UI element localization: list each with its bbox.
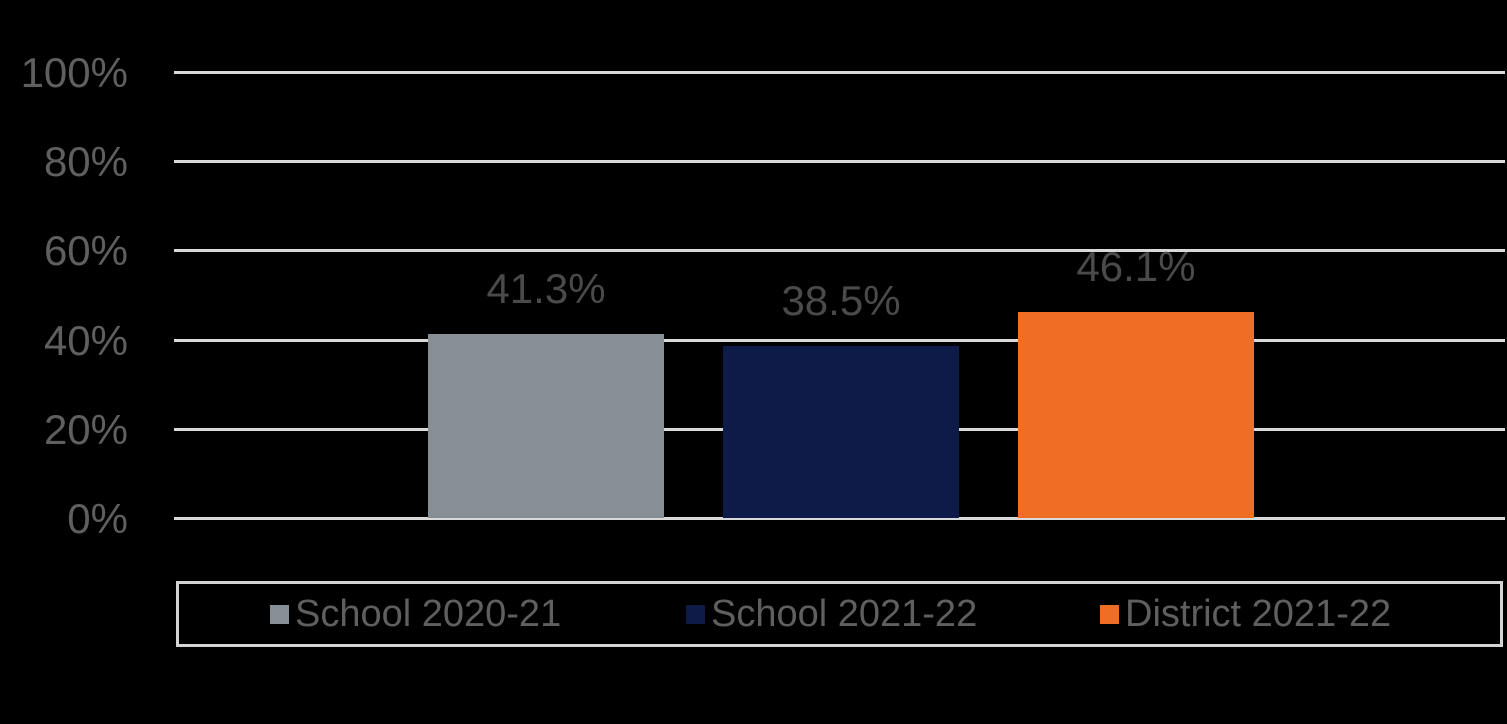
bar-school-2020-21	[428, 334, 664, 518]
legend-swatch-navy	[686, 604, 705, 624]
gridline-0	[174, 517, 1505, 520]
gridline-100	[174, 71, 1505, 74]
legend-item-district-2021-22: District 2021-22	[1100, 584, 1391, 644]
bar-school-2021-22	[723, 346, 959, 518]
legend-item-school-2021-22: School 2021-22	[686, 584, 977, 644]
y-tick-60: 60%	[43, 227, 128, 274]
legend-label: School 2021-22	[711, 593, 978, 635]
legend-item-school-2020-21: School 2020-21	[270, 584, 561, 644]
gridline-80	[174, 160, 1505, 163]
gridline-40	[174, 339, 1505, 342]
y-tick-100: 100%	[20, 49, 128, 96]
data-label-district-2021-22: 46.1%	[1076, 243, 1196, 290]
gridline-60	[174, 249, 1505, 252]
y-tick-40: 40%	[43, 317, 128, 364]
legend-swatch-gray	[270, 604, 289, 624]
legend-label: School 2020-21	[295, 593, 562, 635]
legend-label: District 2021-22	[1125, 593, 1392, 635]
y-tick-80: 80%	[43, 138, 128, 185]
chart-legend: School 2020-21 School 2021-22 District 2…	[176, 581, 1503, 647]
y-tick-0: 0%	[67, 495, 128, 542]
data-label-school-2021-22: 38.5%	[781, 277, 901, 324]
data-label-school-2020-21: 41.3%	[486, 265, 606, 312]
y-tick-20: 20%	[43, 406, 128, 453]
bar-district-2021-22	[1018, 312, 1254, 518]
legend-swatch-orange	[1100, 604, 1119, 624]
